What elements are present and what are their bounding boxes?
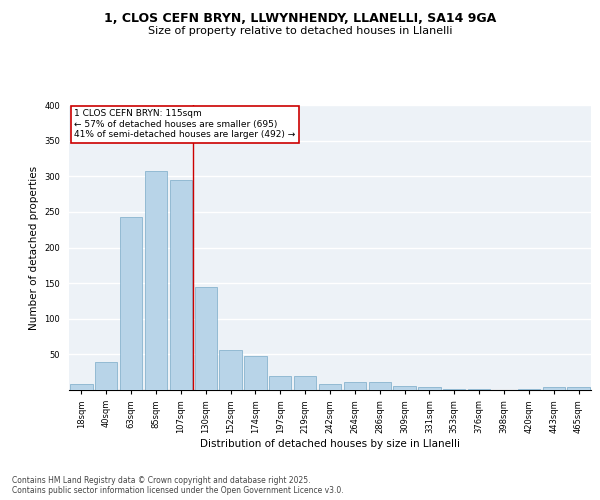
Bar [95, 362, 118, 390]
Bar [70, 384, 92, 390]
Text: Size of property relative to detached houses in Llanelli: Size of property relative to detached ho… [148, 26, 452, 36]
Bar [120, 217, 142, 390]
Bar [542, 387, 565, 390]
Bar [170, 180, 192, 390]
Bar [294, 376, 316, 390]
X-axis label: Distribution of detached houses by size in Llanelli: Distribution of detached houses by size … [200, 438, 460, 448]
Text: 1 CLOS CEFN BRYN: 115sqm
← 57% of detached houses are smaller (695)
41% of semi-: 1 CLOS CEFN BRYN: 115sqm ← 57% of detach… [74, 110, 295, 139]
Bar [443, 388, 466, 390]
Text: Contains HM Land Registry data © Crown copyright and database right 2025.
Contai: Contains HM Land Registry data © Crown c… [12, 476, 344, 495]
Bar [319, 384, 341, 390]
Bar [518, 388, 540, 390]
Bar [220, 350, 242, 390]
Bar [194, 286, 217, 390]
Bar [418, 387, 440, 390]
Bar [568, 387, 590, 390]
Y-axis label: Number of detached properties: Number of detached properties [29, 166, 38, 330]
Bar [468, 388, 490, 390]
Bar [269, 376, 292, 390]
Bar [244, 356, 266, 390]
Text: 1, CLOS CEFN BRYN, LLWYNHENDY, LLANELLI, SA14 9GA: 1, CLOS CEFN BRYN, LLWYNHENDY, LLANELLI,… [104, 12, 496, 26]
Bar [368, 382, 391, 390]
Bar [394, 386, 416, 390]
Bar [145, 172, 167, 390]
Bar [344, 382, 366, 390]
